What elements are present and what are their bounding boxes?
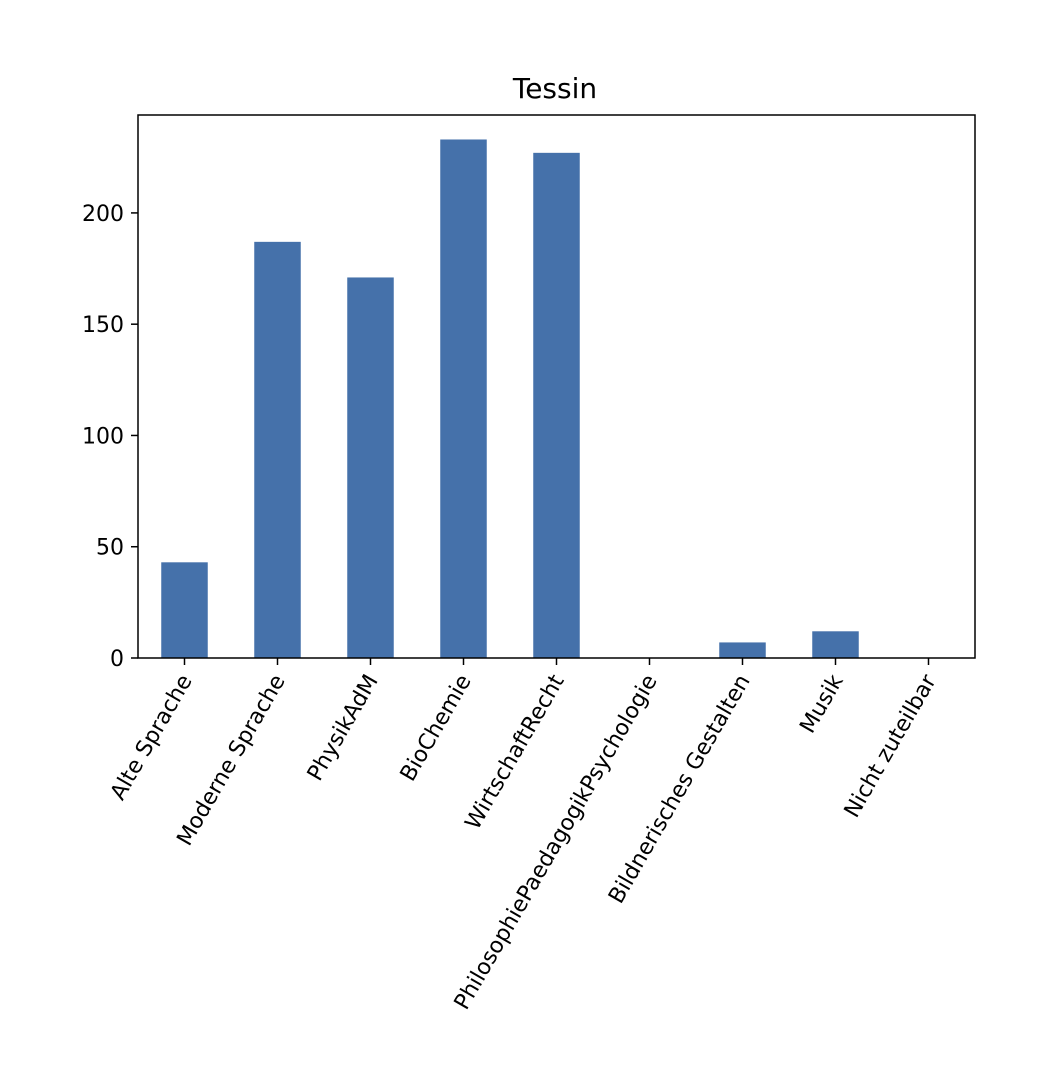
bar-6 — [719, 642, 766, 658]
y-tick-label-2: 100 — [82, 424, 124, 449]
x-tick-label-4: WirtschaftRecht — [461, 670, 570, 834]
bar-7 — [812, 631, 859, 658]
bar-2 — [347, 277, 394, 658]
x-tick-label-2: PhysikAdM — [303, 671, 384, 786]
bar-0 — [161, 562, 208, 658]
y-axis: 0 50 100 150 200 — [82, 202, 138, 672]
y-tick-label-4: 200 — [82, 202, 124, 227]
y-tick-label-3: 150 — [82, 313, 124, 338]
plot-frame — [137, 114, 976, 659]
x-tick-label-5: PhilosophiePaedagogikPsychologie — [450, 671, 663, 1015]
x-tick-label-3: BioChemie — [396, 671, 477, 786]
bar-1 — [254, 241, 301, 658]
chart-title: Tessin — [512, 72, 597, 105]
bars-group — [161, 139, 859, 659]
x-tick-label-0: Alte Sprache — [106, 671, 198, 805]
y-tick-label-0: 0 — [110, 647, 124, 672]
bar-4 — [533, 152, 580, 658]
y-tick-label-1: 50 — [96, 536, 124, 561]
x-tick-label-1: Moderne Sprache — [172, 671, 290, 851]
x-tick-label-7: Musik — [795, 670, 848, 737]
x-tick-label-8: Nicht zuteilbar — [840, 670, 942, 822]
bar-3 — [440, 139, 487, 659]
